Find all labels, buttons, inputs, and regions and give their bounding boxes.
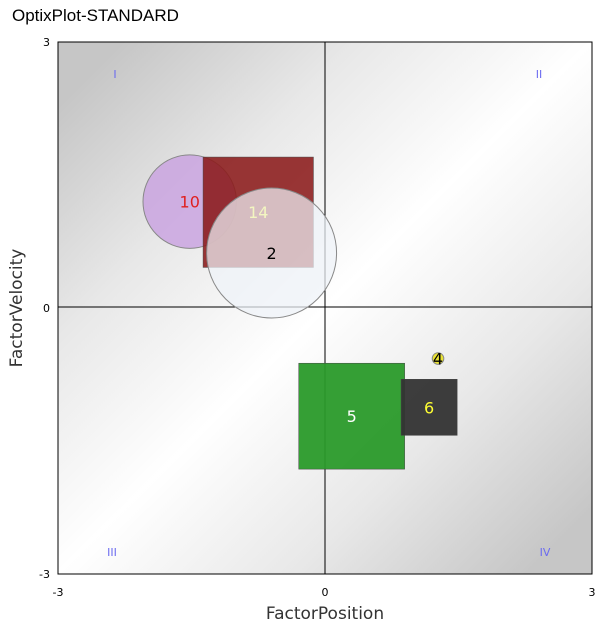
- point-label-5: 5: [347, 407, 357, 426]
- y-tick-label: 3: [43, 36, 50, 49]
- chart-title: OptixPlot-STANDARD: [12, 6, 179, 25]
- y-axis-label: FactorVelocity: [7, 249, 27, 368]
- point-label-6: 6: [424, 398, 434, 417]
- x-tick-label: -3: [53, 586, 64, 599]
- data-point-6: 6: [400, 379, 458, 436]
- quadrant-label-i: I: [113, 68, 116, 81]
- axes: [58, 42, 592, 574]
- point-label-2: 2: [267, 244, 277, 263]
- point-marker-5: [298, 362, 405, 470]
- point-label-4: 4: [433, 350, 443, 369]
- point-marker-6: [400, 379, 458, 436]
- quadrant-label-iii: III: [107, 546, 117, 559]
- data-point-4: 4: [431, 350, 445, 369]
- y-tick-label: 0: [43, 302, 50, 315]
- y-tick-label: -3: [39, 568, 50, 581]
- point-marker-2: [206, 187, 338, 319]
- quadrant-label-iv: IV: [540, 546, 551, 559]
- data-point-2: 2: [206, 187, 338, 319]
- x-tick-label: 0: [322, 586, 329, 599]
- point-label-10: 10: [180, 193, 200, 212]
- x-axis-label: FactorPosition: [266, 604, 384, 624]
- x-tick-label: 3: [589, 586, 596, 599]
- data-point-5: 5: [298, 362, 405, 470]
- point-marker-4: [431, 352, 445, 365]
- quadrant-label-ii: II: [536, 68, 543, 81]
